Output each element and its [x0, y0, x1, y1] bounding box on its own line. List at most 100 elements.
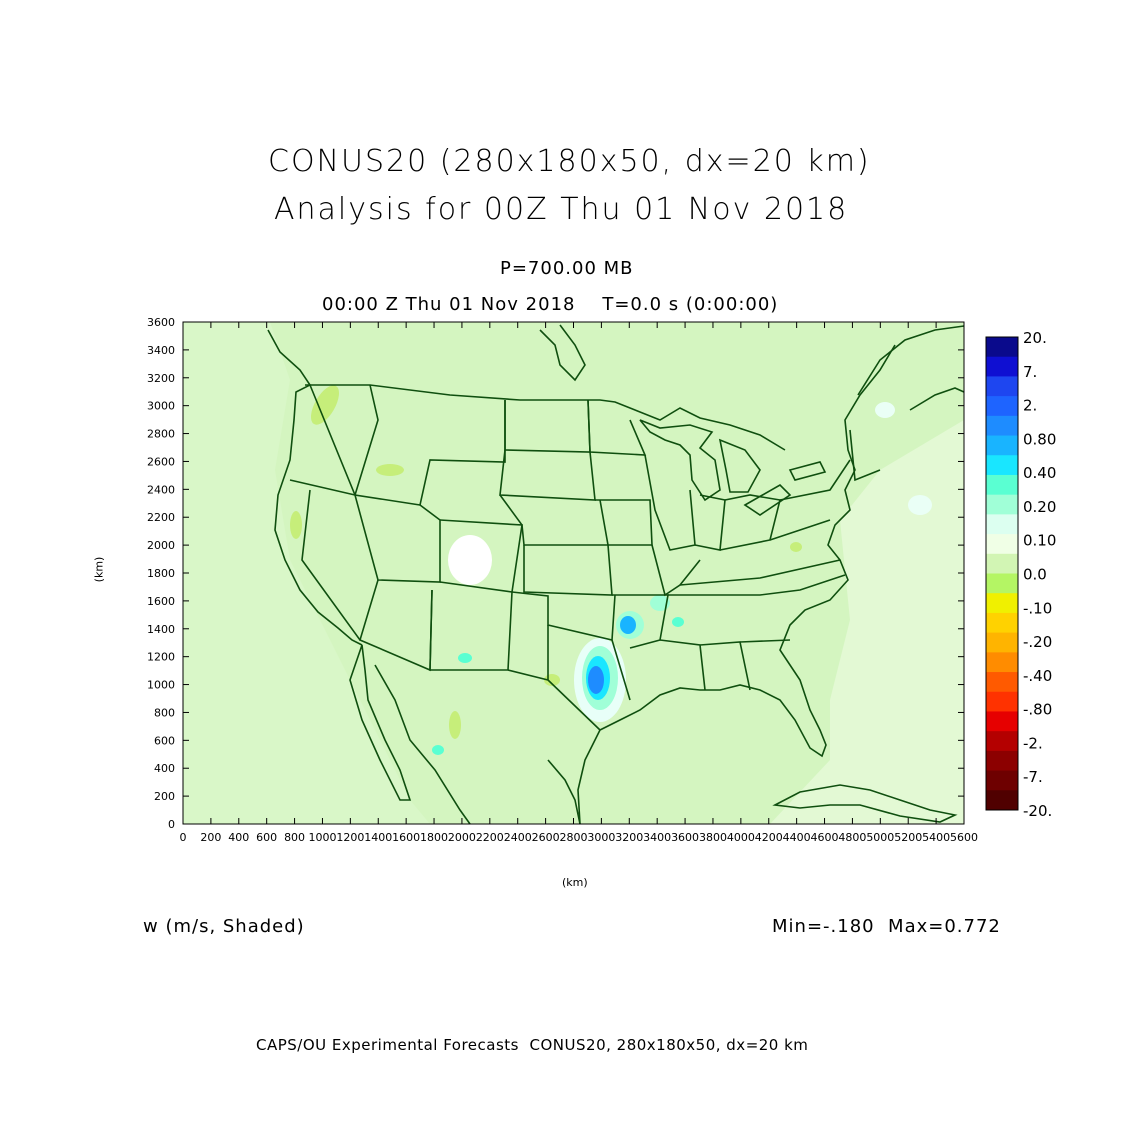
- y-tick-label: 400: [154, 762, 175, 775]
- colorbar-swatch: [986, 632, 1018, 653]
- east-coastline: [577, 344, 896, 824]
- y-tick-label: 3400: [147, 344, 175, 357]
- canada-us-border: [305, 384, 786, 451]
- state-boundary: [289, 479, 441, 583]
- y-tick-label: 2600: [147, 455, 175, 468]
- colorbar-swatch: [986, 711, 1018, 732]
- state-boundary: [612, 594, 669, 649]
- colorbar-swatch: [986, 691, 1018, 712]
- state-boundary: [523, 544, 613, 596]
- x-tick-label: 4800: [838, 831, 866, 844]
- canada-maritime-coastline: [857, 325, 964, 396]
- colorbar-label: -.20: [1023, 633, 1052, 651]
- x-tick-label: 5200: [894, 831, 922, 844]
- great-lakes: [788, 461, 827, 481]
- x-tick-label: 1200: [336, 831, 364, 844]
- x-tick-label: 5000: [866, 831, 894, 844]
- colorbar-swatch: [986, 494, 1018, 515]
- w-field-patch: [908, 495, 932, 515]
- min-max-label: Min=-.180 Max=0.772: [772, 916, 1001, 937]
- x-tick-label: 4600: [811, 831, 839, 844]
- y-tick-label: 2000: [147, 539, 175, 552]
- y-tick-label: 2200: [147, 511, 175, 524]
- colorbar-swatch: [986, 573, 1018, 594]
- w-field-patch: [311, 385, 339, 425]
- cuba-coastline: [772, 784, 958, 823]
- w-field-patch: [875, 402, 895, 418]
- x-tick-label: 200: [200, 831, 221, 844]
- colorbar-swatch: [986, 396, 1018, 417]
- state-boundary: [595, 499, 653, 546]
- y-tick-label: 2400: [147, 483, 175, 496]
- state-boundary: [694, 494, 726, 551]
- nova-scotia-coastline: [909, 387, 964, 411]
- colorbar-swatch: [986, 455, 1018, 476]
- colorbar-swatch: [986, 376, 1018, 397]
- colorbar-swatch: [986, 790, 1018, 811]
- level-label: P=700.00 MB: [500, 258, 634, 279]
- colorbar-label: 0.0: [1023, 566, 1047, 584]
- state-boundary: [769, 459, 851, 541]
- y-tick-label: 1000: [147, 679, 175, 692]
- y-tick-label: 2800: [147, 428, 175, 441]
- w-field-patch: [290, 511, 302, 539]
- colorbar-label: -20.: [1023, 802, 1052, 820]
- colorbar-swatch: [986, 593, 1018, 614]
- variable-label: w (m/s, Shaded): [143, 916, 305, 937]
- colorbar-label: 0.10: [1023, 532, 1056, 550]
- title-line2: Analysis for 00Z Thu 01 Nov 2018: [274, 192, 849, 227]
- mexico-west-coastline: [374, 664, 471, 824]
- map-boundaries: [267, 324, 964, 824]
- state-boundary: [644, 454, 696, 551]
- y-tick-label: 1400: [147, 623, 175, 636]
- colorbar-swatch: [986, 337, 1018, 358]
- x-tick-label: 2800: [560, 831, 588, 844]
- footer-label: CAPS/OU Experimental Forecasts CONUS20, …: [256, 1036, 809, 1054]
- x-tick-label: 3600: [671, 831, 699, 844]
- colorbar-swatch: [986, 770, 1018, 791]
- y-tick-label: 800: [154, 706, 175, 719]
- west-coastline: [267, 329, 363, 646]
- w-field-patch: [458, 653, 472, 663]
- colorbar-swatch: [986, 534, 1018, 555]
- w-field-patch: [790, 542, 802, 552]
- x-axis-label: (km): [562, 876, 588, 889]
- state-boundary: [659, 639, 791, 691]
- ocean-region-west: [183, 322, 430, 824]
- x-tick-label: 5400: [922, 831, 950, 844]
- x-tick-label: 400: [228, 831, 249, 844]
- valid-time-label: 00:00 Z Thu 01 Nov 2018 T=0.0 s (0:00:00…: [322, 294, 779, 315]
- colorbar-label: 0.80: [1023, 430, 1056, 448]
- y-tick-label: 3200: [147, 372, 175, 385]
- colorbar-frame: [985, 336, 1019, 811]
- colorbar-swatch: [986, 652, 1018, 673]
- state-boundary: [587, 399, 647, 456]
- colorbar-swatch: [986, 435, 1018, 456]
- colorbar-label: 0.40: [1023, 464, 1056, 482]
- x-tick-label: 2400: [504, 831, 532, 844]
- state-boundary: [429, 589, 513, 671]
- title-line1: CONUS20 (280x180x50, dx=20 km): [268, 144, 871, 179]
- state-boundary: [507, 625, 631, 731]
- x-tick-label: 3800: [699, 831, 727, 844]
- colorbar-swatch: [986, 750, 1018, 772]
- baja-coastline: [349, 644, 412, 801]
- y-tick-label: 1800: [147, 567, 175, 580]
- great-lakes: [743, 484, 792, 516]
- x-tick-label: 3000: [587, 831, 615, 844]
- x-tick-label: 3400: [643, 831, 671, 844]
- colorbar-label: 20.: [1023, 329, 1047, 347]
- x-tick-label: 0: [180, 831, 187, 844]
- y-axis: 0 200 400 600 800 1000 1200 1400 1600 1800 2000 220…: [147, 316, 964, 831]
- w-field-patch: [376, 464, 404, 476]
- state-boundary: [679, 559, 841, 586]
- colorbar-swatch: [986, 612, 1018, 634]
- x-tick-label: 600: [256, 831, 277, 844]
- y-tick-label: 200: [154, 790, 175, 803]
- colorbar-label: -.10: [1023, 599, 1052, 617]
- w-field-patch: [650, 595, 670, 611]
- colorbar-label: 2.: [1023, 397, 1037, 415]
- y-tick-label: 1200: [147, 651, 175, 664]
- state-boundary: [499, 449, 596, 501]
- y-tick-label: 600: [154, 734, 175, 747]
